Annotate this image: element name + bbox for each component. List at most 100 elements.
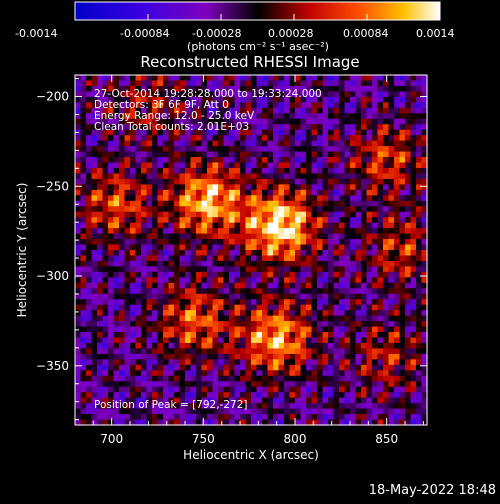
heatmap-cell xyxy=(306,266,313,273)
heatmap-cell xyxy=(377,195,384,202)
heatmap-cell xyxy=(168,403,175,410)
heatmap-cell xyxy=(267,91,274,98)
heatmap-cell xyxy=(311,167,318,175)
heatmap-cell xyxy=(344,260,351,268)
heatmap-cell xyxy=(262,178,269,185)
heatmap-cell xyxy=(339,178,346,185)
heatmap-cell xyxy=(97,135,104,142)
heatmap-cell xyxy=(179,80,186,87)
heatmap-cell xyxy=(146,233,153,240)
heatmap-cell xyxy=(267,140,274,147)
heatmap-cell xyxy=(196,332,203,339)
heatmap-cell xyxy=(317,348,324,355)
heatmap-cell xyxy=(97,157,104,164)
heatmap-cell xyxy=(196,107,203,114)
heatmap-cell xyxy=(152,239,159,246)
heatmap-cell xyxy=(306,113,313,120)
heatmap-cell xyxy=(355,146,362,153)
heatmap-cell xyxy=(97,206,104,213)
heatmap-cell xyxy=(113,140,120,147)
heatmap-cell xyxy=(157,353,164,360)
heatmap-cell xyxy=(361,167,368,175)
heatmap-cell xyxy=(223,359,230,366)
heatmap-cell xyxy=(295,288,302,295)
heatmap-cell xyxy=(399,304,406,311)
heatmap-cell xyxy=(289,244,296,251)
heatmap-cell xyxy=(185,250,192,257)
heatmap-cell xyxy=(119,217,126,224)
heatmap-cell xyxy=(179,173,186,180)
heatmap-cell xyxy=(355,353,362,360)
heatmap-cell xyxy=(201,250,208,257)
heatmap-cell xyxy=(289,102,296,109)
heatmap-cell xyxy=(86,386,93,393)
heatmap-cell xyxy=(152,96,159,103)
heatmap-cell xyxy=(416,337,423,344)
heatmap-cell xyxy=(245,375,252,382)
heatmap-cell xyxy=(179,293,186,300)
heatmap-cell xyxy=(355,299,362,306)
heatmap-cell xyxy=(240,157,247,164)
heatmap-cell xyxy=(421,332,428,339)
heatmap-cell xyxy=(317,304,324,311)
heatmap-cell xyxy=(174,124,181,131)
heatmap-cell xyxy=(388,135,395,142)
heatmap-cell xyxy=(86,85,93,93)
heatmap-cell xyxy=(130,288,137,295)
heatmap-cell xyxy=(267,96,274,103)
heatmap-cell xyxy=(328,364,335,371)
heatmap-cell xyxy=(119,304,126,311)
heatmap-cell xyxy=(278,118,285,125)
heatmap-cell xyxy=(273,178,280,185)
heatmap-cell xyxy=(218,118,225,125)
heatmap-cell xyxy=(80,381,87,388)
heatmap-cell xyxy=(350,75,357,82)
heatmap-cell xyxy=(229,282,236,289)
heatmap-cell xyxy=(174,195,181,202)
heatmap-cell xyxy=(80,250,87,257)
heatmap-cell xyxy=(113,206,120,213)
heatmap-cell xyxy=(86,414,93,421)
heatmap-cell xyxy=(196,124,203,131)
heatmap-cell xyxy=(163,135,170,142)
heatmap-cell xyxy=(152,359,159,366)
heatmap-cell xyxy=(146,408,153,415)
heatmap-cell xyxy=(267,315,274,322)
heatmap-cell xyxy=(311,299,318,306)
heatmap-cell xyxy=(278,195,285,202)
heatmap-cell xyxy=(212,386,219,393)
heatmap-cell xyxy=(207,250,214,257)
heatmap-cell xyxy=(135,364,142,371)
heatmap-cell xyxy=(372,85,379,93)
heatmap-cell xyxy=(377,178,384,185)
heatmap-cell xyxy=(234,85,241,93)
heatmap-cell xyxy=(267,321,274,328)
heatmap-cell xyxy=(278,266,285,273)
heatmap-cell xyxy=(405,293,412,300)
heatmap-cell xyxy=(168,75,175,82)
heatmap-cell xyxy=(300,310,307,317)
heatmap-cell xyxy=(135,310,142,317)
heatmap-cell xyxy=(97,178,104,185)
heatmap-cell xyxy=(185,381,192,388)
heatmap-cell xyxy=(262,113,269,120)
heatmap-cell xyxy=(75,151,82,158)
heatmap-cell xyxy=(168,310,175,317)
heatmap-cell xyxy=(240,359,247,366)
heatmap-cell xyxy=(344,408,351,415)
heatmap-cell xyxy=(113,80,120,87)
heatmap-cell xyxy=(383,414,390,421)
heatmap-cell xyxy=(273,189,280,196)
heatmap-cell xyxy=(300,255,307,262)
heatmap-cell xyxy=(399,293,406,300)
heatmap-cell xyxy=(124,195,131,202)
heatmap-cell xyxy=(262,167,269,175)
heatmap-cell xyxy=(267,178,274,185)
heatmap-cell xyxy=(289,206,296,213)
heatmap-cell xyxy=(108,200,115,207)
heatmap-cell xyxy=(218,403,225,410)
heatmap-cell xyxy=(229,107,236,114)
heatmap-cell xyxy=(245,266,252,273)
heatmap-cell xyxy=(207,326,214,333)
heatmap-cell xyxy=(223,206,230,213)
